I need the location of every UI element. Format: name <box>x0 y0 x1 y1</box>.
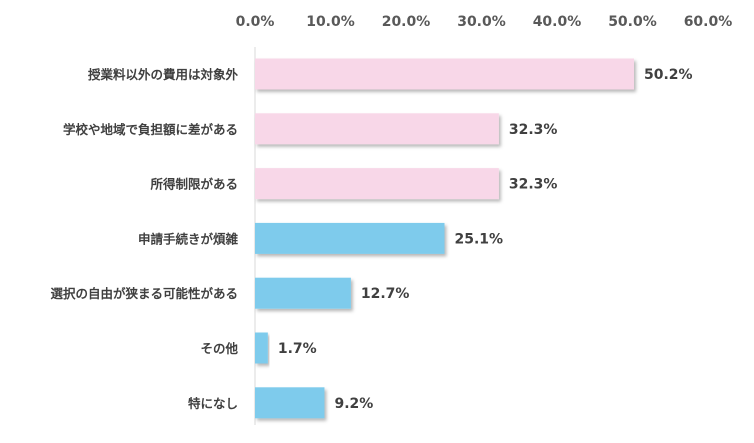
data-label: 1.7% <box>278 341 317 357</box>
data-label: 12.7% <box>361 286 410 302</box>
category-label: 所得制限がある <box>150 177 238 192</box>
bar <box>255 113 499 145</box>
data-label: 9.2% <box>334 396 373 412</box>
data-label: 32.3% <box>509 177 558 193</box>
category-label: 選択の自由が狭まる可能性がある <box>50 286 238 301</box>
category-label: 学校や地域で負担額に差がある <box>63 122 238 137</box>
data-label: 25.1% <box>455 231 504 247</box>
category-label: 申請手続きが煩雑 <box>138 231 239 246</box>
bar <box>255 277 351 309</box>
x-tick-label: 60.0% <box>684 14 733 30</box>
bar <box>255 168 499 200</box>
data-label: 32.3% <box>509 122 558 138</box>
x-tick-label: 0.0% <box>236 14 275 30</box>
category-label: 特になし <box>188 396 238 411</box>
bar <box>255 222 445 254</box>
bar <box>255 387 325 419</box>
data-label: 50.2% <box>644 67 693 83</box>
bars: 授業料以外の費用は対象外 50.2% 学校や地域で負担額に差がある 32.3% 所得制限… <box>50 58 693 419</box>
x-tick-label: 50.0% <box>608 14 657 30</box>
category-label: 授業料以外の費用は対象外 <box>88 67 239 82</box>
bar <box>255 58 634 90</box>
x-tick-label: 10.0% <box>306 14 355 30</box>
x-tick-label: 30.0% <box>457 14 506 30</box>
x-tick-label: 20.0% <box>382 14 431 30</box>
bar <box>255 332 268 364</box>
x-axis-ticks: 0.0% 10.0% 20.0% 30.0% 40.0% 50.0% 60.0% <box>236 14 733 30</box>
x-tick-label: 40.0% <box>533 14 582 30</box>
category-label: その他 <box>200 341 238 356</box>
